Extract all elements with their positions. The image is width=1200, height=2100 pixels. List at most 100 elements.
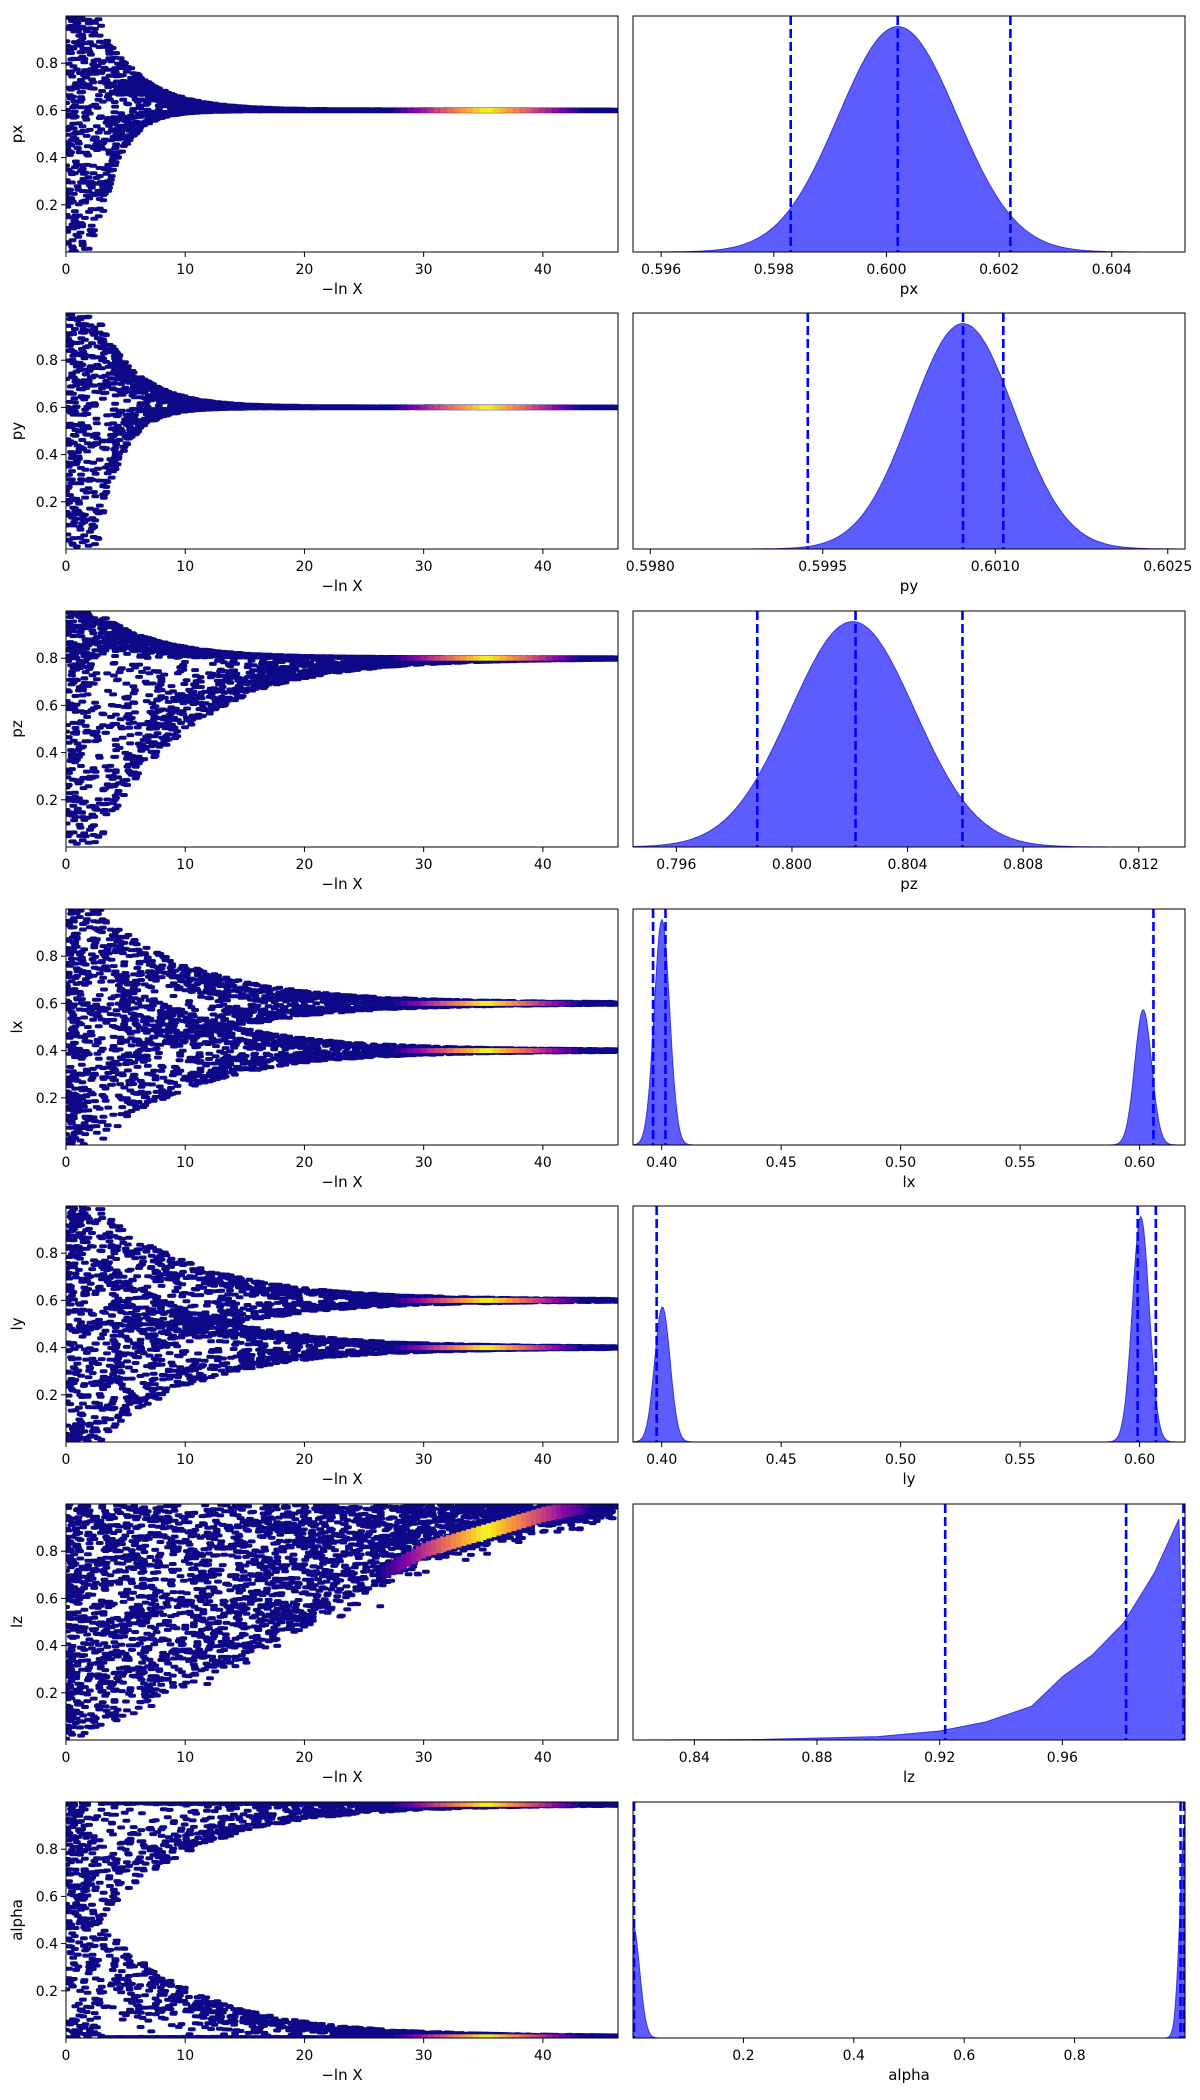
trace-density-cell [473, 1297, 481, 1303]
trace-density-cell [538, 404, 546, 410]
trace-density-cell [606, 1504, 612, 1510]
posterior-xtick-label: 0.800 [772, 857, 812, 873]
posterior-xtick-label: 0.55 [1005, 1155, 1036, 1171]
trace-density-cell [401, 107, 409, 113]
trace-density-cell [512, 1297, 520, 1303]
trace-density-cell [387, 1048, 396, 1054]
trace-ytick-label: 0.4 [36, 1044, 58, 1060]
trace-density-cell [427, 1297, 435, 1303]
trace-ytick-label: 0.6 [36, 1591, 58, 1607]
trace-density-cell [453, 1048, 461, 1054]
trace-ylabel: ly [8, 1317, 26, 1330]
trace-density-cell [571, 1345, 579, 1351]
trace-density-cell [473, 1345, 481, 1351]
trace-density-cell [473, 655, 481, 661]
trace-density-cell [545, 655, 553, 661]
trace-density-cell [532, 404, 540, 410]
trace-density-cell [427, 1345, 435, 1351]
trace-density-cell [492, 2034, 500, 2038]
trace-ytick-label: 0.2 [36, 1091, 58, 1107]
trace-density-cell [401, 1345, 409, 1351]
posterior-px-frame [632, 15, 1186, 253]
trace-density-cell [578, 655, 586, 661]
trace-xlabel: −ln X [321, 1470, 362, 1488]
trace-density-cell [453, 2034, 461, 2038]
trace-density-cell [387, 404, 396, 410]
posterior-xtick-label: 0.596 [641, 262, 681, 278]
trace-density-cell [420, 404, 428, 410]
trace-density-cell [401, 404, 409, 410]
trace-density-cell [512, 1802, 520, 1807]
trace-density-cell [460, 107, 468, 113]
trace-density-cell [578, 404, 586, 410]
trace-density-cell [564, 404, 573, 410]
trace-density-cell [387, 1345, 396, 1351]
posterior-xtick-label: 0.84 [679, 1750, 710, 1766]
trace-density-cell [414, 1297, 422, 1303]
trace-density-cell [546, 1505, 552, 1522]
trace-density-cell [407, 1000, 415, 1006]
trace-pz-frame [65, 610, 619, 848]
posterior-xtick-label: 0.598 [754, 262, 794, 278]
trace-density-cell [466, 1529, 472, 1545]
trace-ytick-label: 0.6 [36, 996, 58, 1012]
trace-density-cell [499, 1048, 507, 1054]
trace-ytick-label: 0.6 [36, 400, 58, 416]
trace-density-cell [440, 1802, 448, 1807]
trace-density-cell [564, 2034, 573, 2038]
trace-lz-frame [65, 1503, 619, 1741]
trace-density-cell [532, 1000, 540, 1006]
trace-density-cell [558, 1802, 566, 1807]
trace-density-cell [505, 404, 514, 410]
trace-density-cell [420, 1000, 428, 1006]
posterior-area-alpha [633, 1823, 1185, 2038]
trace-density-cell [545, 1297, 553, 1303]
trace-ytick-label: 0.6 [36, 1293, 58, 1309]
trace-density-cell [551, 1802, 559, 1807]
trace-density-cell [426, 1541, 432, 1557]
trace-density-cell [512, 1000, 520, 1006]
trace-density-cell [466, 2034, 474, 2038]
trace-density-cell [473, 2034, 481, 2038]
posterior-xtick-label: 0.55 [1005, 1452, 1036, 1468]
trace-xtick-label: 0 [62, 1155, 71, 1171]
posterior-xlabel: lx [902, 1173, 915, 1191]
trace-density-cell [394, 1000, 402, 1006]
trace-density-cell [551, 1048, 559, 1054]
posterior-panel-ly: 0.40 0.45 0.50 0.55 0.60 ly [632, 1205, 1186, 1488]
trace-density-cell [551, 107, 559, 113]
trace-density-cell [596, 1504, 602, 1512]
posterior-area-py [633, 323, 1185, 549]
trace-density-cell [446, 1000, 455, 1006]
trace-ylabel: pz [8, 720, 26, 738]
trace-density-cell [505, 655, 514, 661]
trace-density-cell [396, 1557, 402, 1573]
trace-density-cell [460, 1000, 468, 1006]
trace-xtick-label: 40 [534, 1750, 552, 1766]
posterior-lz-frame [632, 1503, 1186, 1741]
posterior-xtick-label: 0.6025 [1143, 559, 1192, 575]
trace-density-cell [558, 1048, 566, 1054]
trace-ylabel: px [8, 125, 26, 144]
trace-density-cell [512, 655, 520, 661]
trace-panel-px: 0 10 20 30 40 0.2 0.4 0.6 0.8 −ln X px [8, 15, 619, 298]
trace-density-cell [538, 655, 546, 661]
posterior-xtick-label: 0.5995 [798, 559, 847, 575]
posterior-xtick-label: 0.50 [885, 1155, 916, 1171]
trace-xlabel: −ln X [321, 1768, 362, 1786]
trace-density-cell [538, 2034, 546, 2038]
trace-density-cell [525, 1000, 533, 1006]
posterior-area-lx [633, 918, 1185, 1145]
trace-density-cell [611, 1504, 617, 1509]
trace-density-cell [545, 1048, 553, 1054]
trace-density-cell [433, 2034, 441, 2038]
trace-points-lz [66, 1504, 618, 1740]
trace-density-cell [416, 1545, 422, 1562]
trace-ytick-label: 0.6 [36, 698, 58, 714]
trace-density-cell [407, 655, 415, 661]
trace-ytick-label: 0.4 [36, 448, 58, 464]
trace-density-cell [433, 655, 441, 661]
trace-density-cell [446, 107, 455, 113]
trace-density-cell [521, 1512, 527, 1529]
